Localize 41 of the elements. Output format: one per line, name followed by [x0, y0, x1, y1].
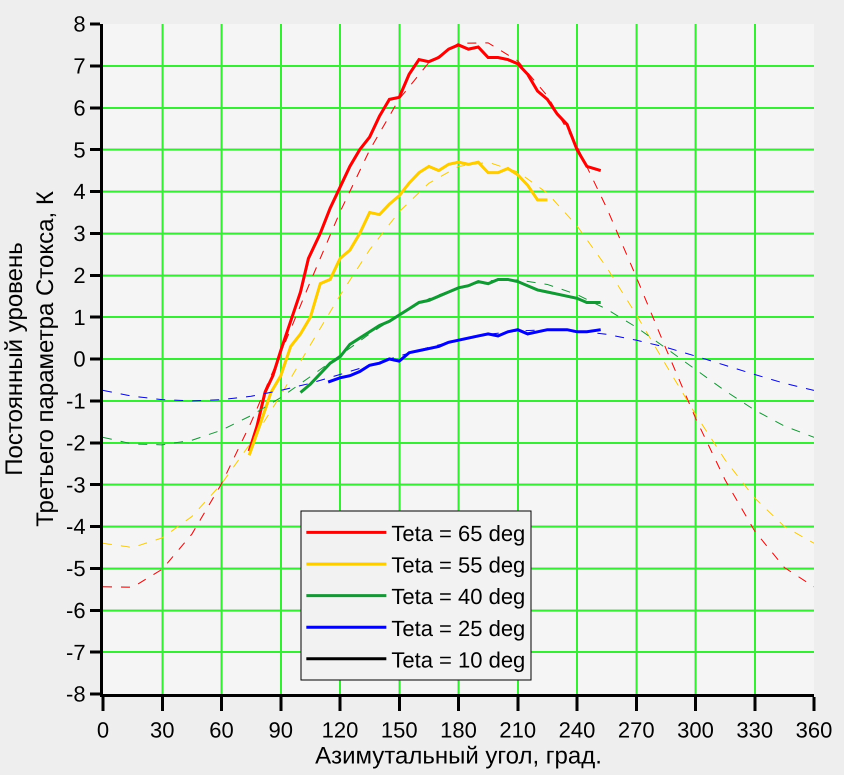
y-tick-label: 5 [73, 137, 86, 162]
y-tick-label: -8 [66, 682, 86, 707]
y-tick-label: 3 [73, 221, 86, 246]
y-tick-label: -7 [66, 640, 86, 665]
y-tick-label: 2 [73, 262, 86, 288]
x-axis-title: Азимутальный угол, град. [315, 742, 602, 770]
x-tick-label: 360 [796, 717, 832, 742]
legend-label: Teta = 25 deg [391, 616, 526, 641]
x-tick-label: 210 [499, 717, 536, 742]
y-tick-label: -2 [66, 430, 86, 456]
legend-label: Teta = 65 deg [391, 520, 526, 546]
x-tick-label: 90 [268, 717, 293, 742]
legend-label: Teta = 40 deg [391, 584, 526, 610]
y-tick-label: 7 [73, 54, 86, 79]
x-tick-label: 30 [150, 717, 174, 742]
x-tick-label: 240 [558, 717, 596, 742]
y-tick-label: -1 [66, 388, 86, 414]
line-series [103, 279, 814, 446]
x-tick-label: 300 [677, 717, 714, 742]
line-series [103, 42, 814, 588]
x-tick-label: 330 [736, 717, 774, 742]
y-tick-label: 4 [73, 179, 86, 204]
legend-label: Teta = 55 deg [391, 552, 526, 578]
x-tick-label: 180 [440, 717, 477, 742]
y-axis-title: Постоянный уровень Третьего параметра Стокса, К [0, 191, 60, 527]
y-tick-label: -4 [66, 514, 86, 540]
line-series [103, 329, 814, 402]
y-tick-label: -6 [66, 598, 86, 623]
x-tick-label: 120 [322, 717, 358, 742]
y-tick-label: 1 [73, 304, 86, 330]
y-tick-label: -3 [66, 472, 86, 498]
x-tick-label: 270 [618, 717, 655, 742]
y-tick-label: 8 [73, 12, 86, 37]
x-tick-label: 0 [96, 717, 110, 742]
legend-label: Teta = 10 deg [391, 647, 526, 672]
line-series [103, 162, 814, 548]
x-tick-label: 60 [209, 717, 234, 742]
y-tick-label: 0 [73, 346, 86, 372]
y-tick-label: 6 [73, 95, 86, 120]
y-tick-label: -5 [66, 556, 86, 582]
x-tick-label: 150 [380, 717, 418, 742]
